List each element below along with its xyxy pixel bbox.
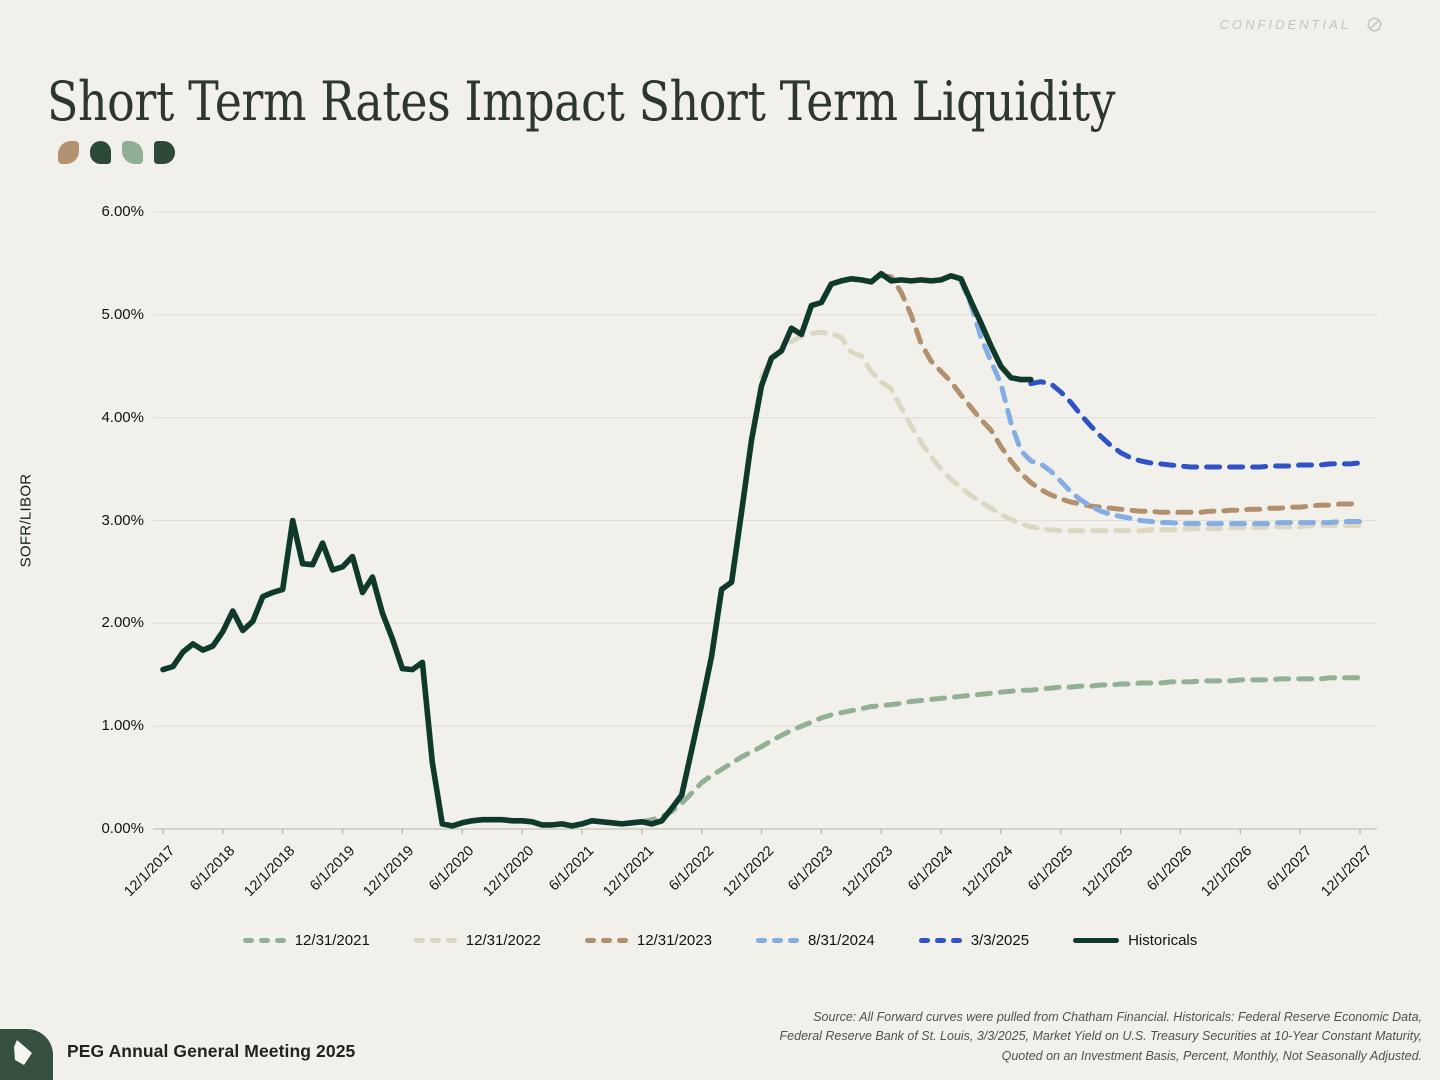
legend-solid-swatch — [1073, 937, 1120, 944]
petal-icon — [154, 141, 175, 164]
y-tick-label: 3.00% — [101, 511, 144, 529]
y-tick-label: 1.00% — [101, 717, 144, 735]
series-line-12-31-2022 — [759, 329, 1363, 534]
confidential-marking: CONFIDENTIAL — [1220, 17, 1382, 32]
legend-label: 12/31/2022 — [465, 932, 541, 949]
legend-dashed-swatch — [242, 938, 286, 943]
petal-icon — [58, 141, 79, 164]
prohibition-icon — [1367, 17, 1382, 32]
series-line-12-31-2021 — [639, 675, 1363, 825]
company-logo — [0, 1029, 53, 1080]
source-note: Source: All Forward curves were pulled f… — [702, 1008, 1422, 1066]
source-line: Source: All Forward curves were pulled f… — [813, 1009, 1422, 1024]
series-line-Historicals — [160, 270, 1034, 829]
legend-dashed-swatch — [755, 938, 799, 943]
legend-item-12-31-2021: 12/31/2021 — [242, 932, 370, 949]
y-tick-label: 5.00% — [101, 305, 144, 323]
legend-label: 8/31/2024 — [807, 932, 875, 949]
confidential-label: CONFIDENTIAL — [1219, 17, 1351, 32]
legend-dashed-swatch — [584, 938, 628, 943]
legend-item-8-31-2024: 8/31/2024 — [755, 932, 875, 949]
logo-gem-icon — [14, 1040, 32, 1065]
legend-dashed-swatch — [918, 938, 962, 943]
source-line: Federal Reserve Bank of St. Louis, 3/3/2… — [779, 1029, 1422, 1044]
y-tick-label: 0.00% — [101, 820, 144, 837]
y-tick-label: 6.00% — [101, 203, 144, 220]
chart-legend: 12/31/2021 12/31/2022 12/31/2023 8/31/2024 3… — [90, 932, 1350, 949]
legend-label: 3/3/2025 — [970, 932, 1030, 949]
legend-dashed-swatch — [413, 938, 457, 943]
legend-label: Historicals — [1128, 932, 1198, 949]
series-line-8-31-2024 — [958, 278, 1363, 527]
legend-label: 12/31/2021 — [294, 932, 370, 949]
legend-item-3-3-2025: 3/3/2025 — [918, 932, 1030, 949]
legend-item-Historicals: Historicals — [1073, 932, 1197, 949]
title-accent-petals — [58, 141, 175, 164]
legend-item-12-31-2022: 12/31/2022 — [413, 932, 541, 949]
y-tick-label: 2.00% — [101, 614, 144, 632]
series-line-12-31-2023 — [878, 273, 1363, 515]
y-tick-label: 4.00% — [101, 408, 144, 426]
legend-label: 12/31/2023 — [636, 932, 712, 949]
legend-item-12-31-2023: 12/31/2023 — [584, 932, 712, 949]
petal-icon — [122, 141, 143, 164]
petal-icon — [90, 141, 111, 164]
footer-event-title: PEG Annual General Meeting 2025 — [67, 1041, 356, 1061]
page-title: Short Term Rates Impact Short Term Liqui… — [47, 70, 1116, 133]
source-line: Quoted on an Investment Basis, Percent, … — [1001, 1048, 1422, 1063]
series-line-3-3-2025 — [1028, 379, 1363, 470]
